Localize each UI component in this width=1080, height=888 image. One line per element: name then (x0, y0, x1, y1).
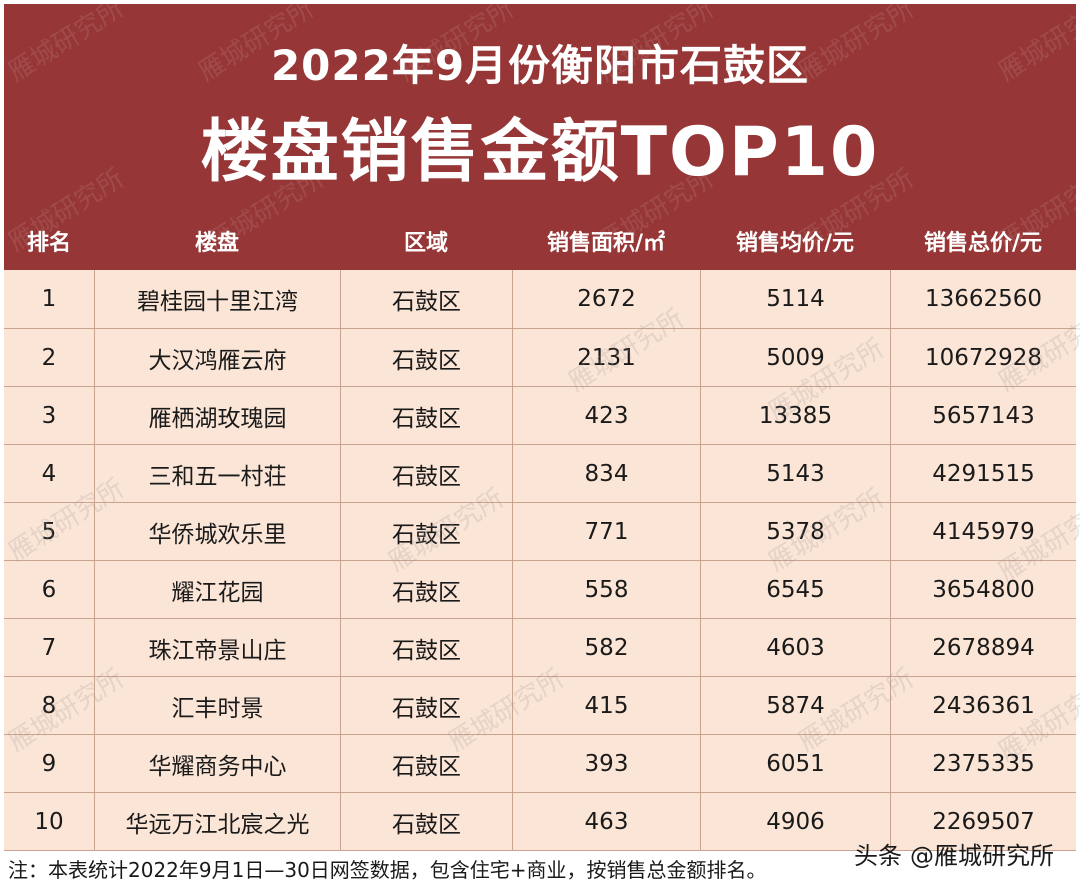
cell-total: 2375335 (890, 735, 1076, 792)
cell-total: 3654800 (890, 561, 1076, 618)
cell-area: 558 (512, 561, 700, 618)
cell-total: 10672928 (890, 329, 1076, 386)
cell-area: 415 (512, 677, 700, 734)
cell-area: 2672 (512, 270, 700, 328)
cell-area: 2131 (512, 329, 700, 386)
cell-project: 华远万江北宸之光 (94, 793, 340, 850)
table-body: 1 碧桂园十里江湾 石鼓区 2672 5114 13662560 2 大汉鸿雁云府 石鼓区 213… (4, 270, 1076, 851)
brand-credit: 头条 @雁城研究所 (854, 836, 1054, 871)
cell-project: 耀江花园 (94, 561, 340, 618)
cell-rank: 10 (34, 808, 64, 835)
table-row: 5 华侨城欢乐里 石鼓区 771 5378 4145979 (4, 502, 1076, 560)
cell-rank: 6 (41, 576, 57, 603)
cell-project: 三和五一村荘 (94, 445, 340, 502)
cell-district: 石鼓区 (340, 503, 512, 560)
cell-district: 石鼓区 (340, 735, 512, 792)
col-header-district: 区域 (403, 231, 448, 256)
col-header-rank: 排名 (26, 231, 71, 256)
footnote: 注：本表统计2022年9月1日—30日网签数据，包含住宅+商业，按销售总金额排名… (8, 858, 767, 882)
cell-rank: 1 (41, 286, 57, 312)
cell-total: 5657143 (890, 387, 1076, 444)
cell-avg-price: 5378 (700, 503, 890, 560)
cell-rank: 3 (41, 402, 57, 429)
cell-avg-price: 5143 (700, 445, 890, 502)
cell-district: 石鼓区 (340, 677, 512, 734)
cell-rank: 9 (41, 750, 57, 777)
cell-area: 582 (512, 619, 700, 676)
cell-district: 石鼓区 (340, 270, 512, 328)
brand-platform: 头条 (854, 842, 902, 870)
cell-rank: 4 (41, 460, 57, 487)
cell-area: 834 (512, 445, 700, 502)
cell-project: 华侨城欢乐里 (94, 503, 340, 560)
cell-rank: 2 (41, 344, 57, 371)
cell-rank: 5 (41, 518, 57, 545)
col-header-total: 销售总价/元 (923, 231, 1043, 256)
cell-district: 石鼓区 (340, 445, 512, 502)
table-row: 1 碧桂园十里江湾 石鼓区 2672 5114 13662560 (4, 270, 1076, 328)
cell-district: 石鼓区 (340, 561, 512, 618)
cell-project: 华耀商务中心 (94, 735, 340, 792)
cell-avg-price: 6051 (700, 735, 890, 792)
cell-area: 423 (512, 387, 700, 444)
table-row: 9 华耀商务中心 石鼓区 393 6051 2375335 (4, 734, 1076, 792)
cell-total: 4291515 (890, 445, 1076, 502)
cell-rank: 7 (41, 634, 57, 661)
cell-total: 2678894 (890, 619, 1076, 676)
col-header-avg-price: 销售均价/元 (735, 231, 855, 256)
cell-total: 2436361 (890, 677, 1076, 734)
title-line-1: 2022年9月份衡阳市石鼓区 (270, 41, 810, 90)
table-row: 6 耀江花园 石鼓区 558 6545 3654800 (4, 560, 1076, 618)
cell-project: 碧桂园十里江湾 (94, 270, 340, 328)
cell-area: 393 (512, 735, 700, 792)
cell-avg-price: 5874 (700, 677, 890, 734)
cell-total: 4145979 (890, 503, 1076, 560)
cell-project: 珠江帝景山庄 (94, 619, 340, 676)
cell-district: 石鼓区 (340, 387, 512, 444)
cell-total: 2269507 (890, 793, 1076, 850)
cell-district: 石鼓区 (340, 619, 512, 676)
cell-project: 雁栖湖玫瑰园 (94, 387, 340, 444)
cell-project: 汇丰时景 (94, 677, 340, 734)
cell-avg-price: 4603 (700, 619, 890, 676)
cell-district: 石鼓区 (340, 329, 512, 386)
cell-total: 13662560 (890, 270, 1076, 328)
brand-handle: @雁城研究所 (910, 842, 1054, 870)
cell-avg-price: 5009 (700, 329, 890, 386)
cell-avg-price: 6545 (700, 561, 890, 618)
cell-area: 771 (512, 503, 700, 560)
table-header: 排名 楼盘 区域 销售面积/㎡ 销售均价/元 销售总价/元 (4, 212, 1076, 270)
col-header-area: 销售面积/㎡ (546, 231, 666, 256)
cell-area: 463 (512, 793, 700, 850)
cell-avg-price: 13385 (700, 387, 890, 444)
col-header-project: 楼盘 (194, 231, 239, 256)
table-row: 2 大汉鸿雁云府 石鼓区 2131 5009 10672928 (4, 328, 1076, 386)
table-row: 8 汇丰时景 石鼓区 415 5874 2436361 (4, 676, 1076, 734)
cell-rank: 8 (41, 692, 57, 719)
title-line-2: 楼盘销售金额TOP10 (200, 113, 880, 192)
table-row: 7 珠江帝景山庄 石鼓区 582 4603 2678894 (4, 618, 1076, 676)
cell-avg-price: 5114 (700, 270, 890, 328)
cell-district: 石鼓区 (340, 793, 512, 850)
header-banner: 2022年9月份衡阳市石鼓区 楼盘销售金额TOP10 排名 楼盘 区域 销售面积… (4, 4, 1076, 270)
table-row: 10 华远万江北宸之光 石鼓区 463 4906 2269507 (4, 792, 1076, 850)
cell-avg-price: 4906 (700, 793, 890, 850)
table-row: 3 雁栖湖玫瑰园 石鼓区 423 13385 5657143 (4, 386, 1076, 444)
cell-project: 大汉鸿雁云府 (94, 329, 340, 386)
table-row: 4 三和五一村荘 石鼓区 834 5143 4291515 (4, 444, 1076, 502)
